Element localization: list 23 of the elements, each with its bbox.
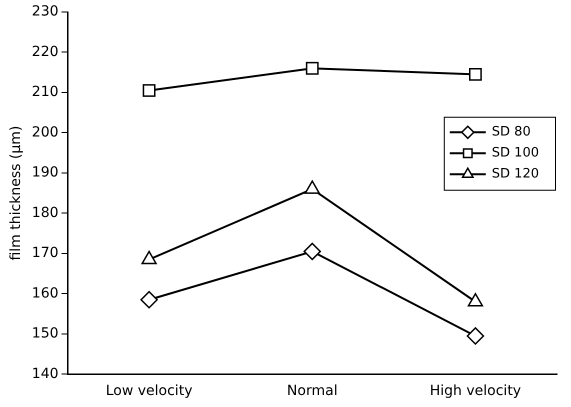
- legend-label: SD 120: [492, 166, 540, 182]
- point: [142, 84, 156, 97]
- point: [304, 242, 322, 260]
- legend-label: SD 100: [492, 146, 540, 161]
- y-tick-label: 150: [32, 326, 59, 342]
- y-tick-label: 190: [32, 164, 59, 181]
- point: [466, 327, 484, 345]
- y-tick-label: 210: [32, 84, 59, 100]
- y-tick-label: 220: [32, 44, 59, 60]
- y-tick-label: 230: [32, 4, 59, 20]
- x-tick-label: Normal: [286, 383, 338, 400]
- x-tick-label: Low velocity: [106, 383, 192, 400]
- x-tick-label: High velocity: [430, 383, 522, 400]
- y-tick-label: 200: [32, 124, 59, 140]
- y-tick-label: 170: [32, 245, 59, 262]
- point: [306, 62, 319, 75]
- point: [140, 291, 158, 308]
- y-axis-title: film thickness (μm): [8, 126, 24, 261]
- y-tick-label: 140: [32, 366, 59, 382]
- y-tick-label: 160: [32, 285, 59, 302]
- point: [469, 68, 482, 81]
- legend-label: SD 80: [492, 124, 531, 140]
- y-tick-label: 180: [32, 204, 59, 221]
